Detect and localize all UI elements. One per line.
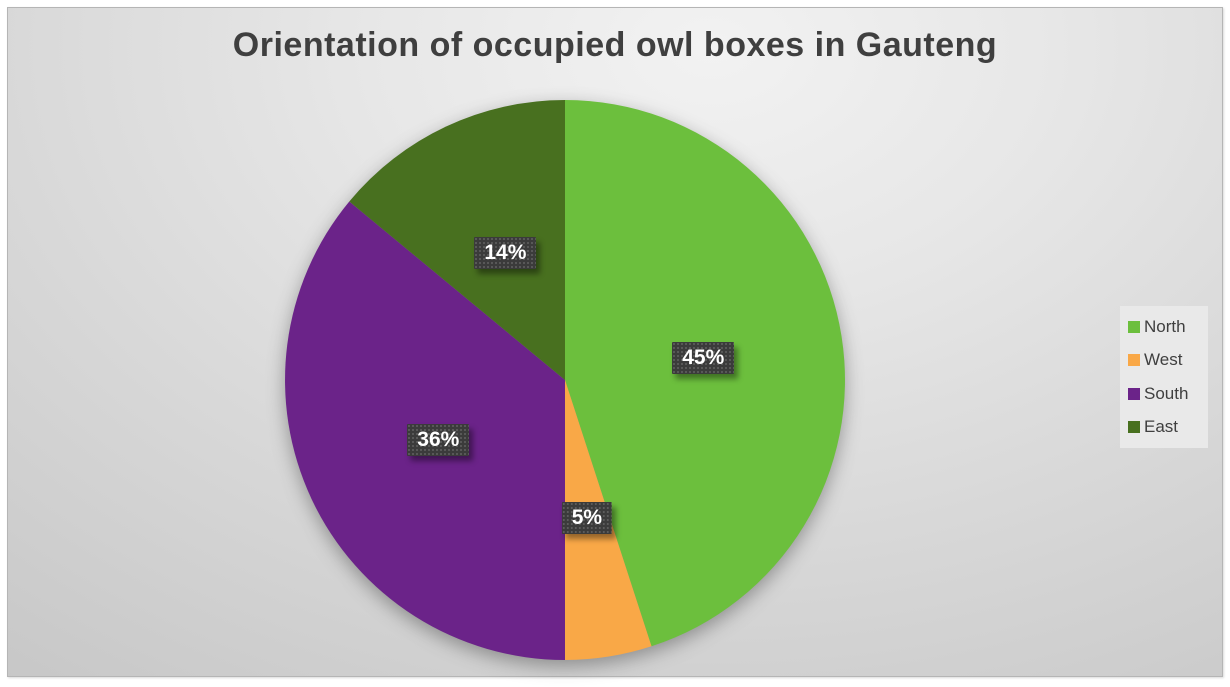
legend-entry-south[interactable]: South: [1128, 384, 1208, 404]
pie-chart[interactable]: [8, 8, 1222, 676]
legend-marker-east: [1128, 421, 1140, 434]
chart-panel: Orientation of occupied owl boxes in Gau…: [7, 7, 1223, 677]
legend-marker-north: [1128, 320, 1140, 333]
chart-title: Orientation of occupied owl boxes in Gau…: [232, 26, 998, 64]
data-label-south: 36%: [407, 423, 470, 456]
data-label-west: 5%: [561, 502, 613, 535]
legend-label-west: West: [1144, 350, 1183, 370]
data-label-north: 45%: [672, 342, 735, 375]
legend-entry-east[interactable]: East: [1128, 417, 1208, 437]
legend-entry-west[interactable]: West: [1128, 350, 1208, 370]
legend: North West South East: [1120, 306, 1208, 448]
legend-label-south: South: [1144, 383, 1189, 403]
legend-entry-north[interactable]: North: [1128, 317, 1208, 337]
data-label-east: 14%: [474, 237, 537, 270]
pie-slice-east[interactable]: [349, 100, 565, 380]
legend-label-east: East: [1144, 417, 1179, 437]
legend-label-north: North: [1144, 316, 1186, 336]
legend-marker-west: [1128, 354, 1140, 367]
legend-marker-south: [1128, 387, 1140, 400]
